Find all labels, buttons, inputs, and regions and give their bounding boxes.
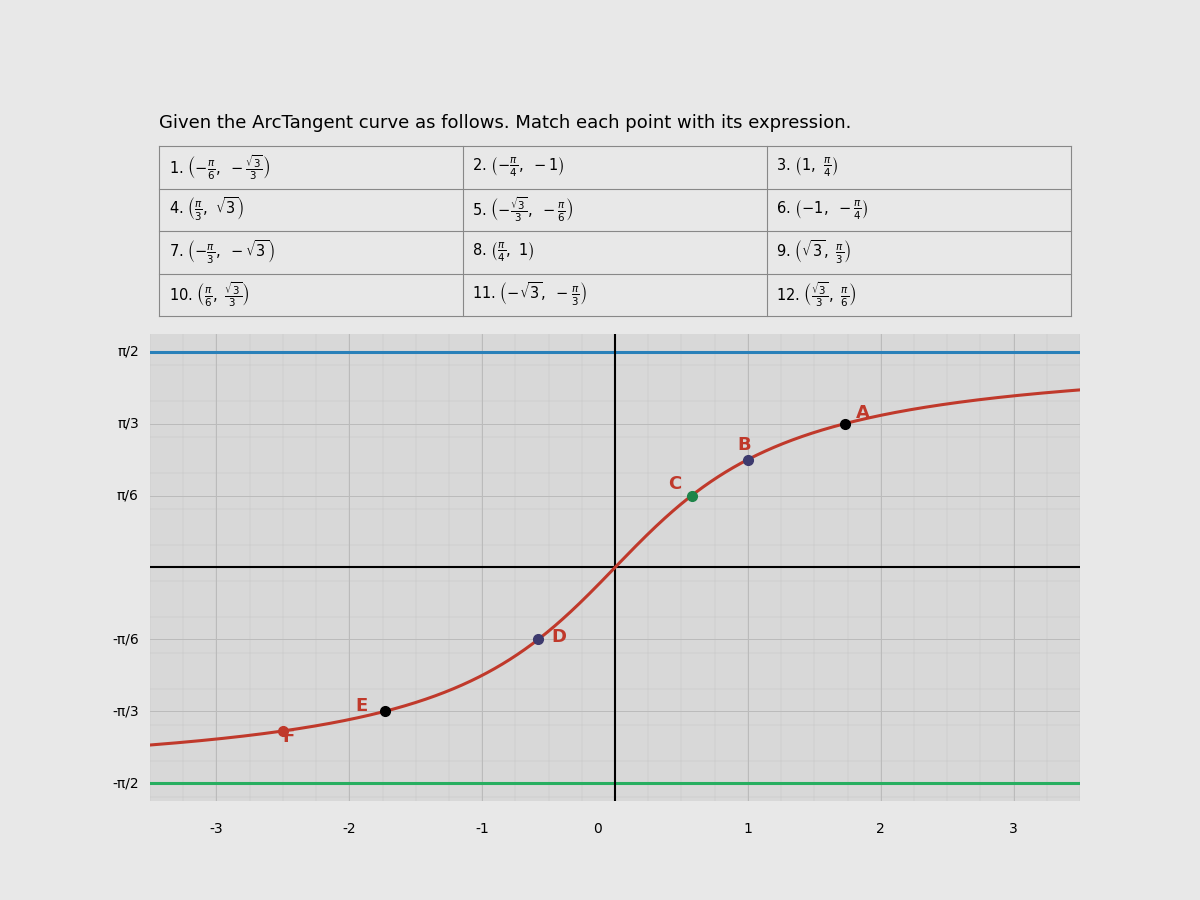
Text: D: D: [552, 628, 566, 646]
Text: 2. $\left(-\frac{\pi}{4},\ -1\right)$: 2. $\left(-\frac{\pi}{4},\ -1\right)$: [473, 156, 565, 179]
Text: C: C: [667, 474, 682, 492]
Text: 12. $\left(\frac{\sqrt{3}}{3},\ \frac{\pi}{6}\right)$: 12. $\left(\frac{\sqrt{3}}{3},\ \frac{\p…: [776, 281, 857, 310]
Text: -π/6: -π/6: [112, 633, 139, 646]
Text: -π/2: -π/2: [113, 776, 139, 790]
Text: 5. $\left(-\frac{\sqrt{3}}{3},\ -\frac{\pi}{6}\right)$: 5. $\left(-\frac{\sqrt{3}}{3},\ -\frac{\…: [473, 195, 574, 224]
Text: 8. $\left(\frac{\pi}{4},\ 1\right)$: 8. $\left(\frac{\pi}{4},\ 1\right)$: [473, 240, 535, 264]
Text: 7. $\left(-\frac{\pi}{3},\ -\sqrt{3}\right)$: 7. $\left(-\frac{\pi}{3},\ -\sqrt{3}\rig…: [168, 238, 275, 266]
Text: F: F: [283, 728, 295, 746]
Text: 4. $\left(\frac{\pi}{3},\ \sqrt{3}\right)$: 4. $\left(\frac{\pi}{3},\ \sqrt{3}\right…: [168, 196, 244, 223]
Text: 3. $\left(1,\ \frac{\pi}{4}\right)$: 3. $\left(1,\ \frac{\pi}{4}\right)$: [776, 156, 839, 179]
Text: 10. $\left(\frac{\pi}{6},\ \frac{\sqrt{3}}{3}\right)$: 10. $\left(\frac{\pi}{6},\ \frac{\sqrt{3…: [168, 281, 250, 310]
Text: 1. $\left(-\frac{\pi}{6},\ -\frac{\sqrt{3}}{3}\right)$: 1. $\left(-\frac{\pi}{6},\ -\frac{\sqrt{…: [168, 153, 270, 182]
Text: 11. $\left(-\sqrt{3},\ -\frac{\pi}{3}\right)$: 11. $\left(-\sqrt{3},\ -\frac{\pi}{3}\ri…: [473, 282, 587, 309]
Text: E: E: [355, 698, 368, 716]
Text: Given the ArcTangent curve as follows. Match each point with its expression.: Given the ArcTangent curve as follows. M…: [160, 114, 852, 132]
Text: -π/3: -π/3: [113, 705, 139, 718]
Text: 1: 1: [744, 822, 752, 836]
Text: 6. $\left(-1,\ -\frac{\pi}{4}\right)$: 6. $\left(-1,\ -\frac{\pi}{4}\right)$: [776, 198, 869, 221]
Text: 2: 2: [876, 822, 886, 836]
Text: B: B: [737, 436, 751, 454]
Text: π/3: π/3: [118, 417, 139, 430]
Text: 9. $\left(\sqrt{3},\ \frac{\pi}{3}\right)$: 9. $\left(\sqrt{3},\ \frac{\pi}{3}\right…: [776, 238, 852, 266]
Text: 0: 0: [593, 822, 601, 836]
Text: -3: -3: [210, 822, 223, 836]
Text: π/6: π/6: [116, 489, 139, 502]
Text: -2: -2: [342, 822, 356, 836]
Text: π/2: π/2: [118, 345, 139, 359]
Text: A: A: [856, 404, 870, 422]
Text: 3: 3: [1009, 822, 1018, 836]
Text: -1: -1: [475, 822, 490, 836]
